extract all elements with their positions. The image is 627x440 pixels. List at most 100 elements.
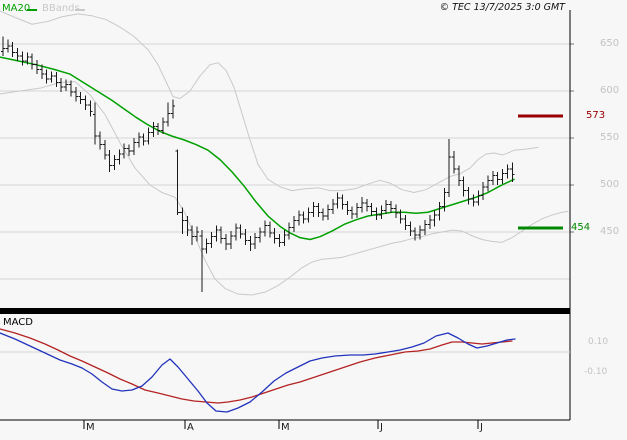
ohlc-bar [29,53,35,70]
resistance-price-label: 573 [586,110,606,121]
ohlc-bar [122,143,127,159]
ohlc-bar [68,80,74,97]
ohlc-bar [219,226,224,244]
ohlc-bar [490,170,495,185]
ohlc-bar [175,149,180,216]
price-tick-label: 450 [600,226,620,237]
ohlc-bar [325,204,331,220]
ohlc-bar [39,64,44,79]
ohlc-bar [223,233,229,250]
ohlc-bar [97,131,103,150]
ohlc-bar [25,52,30,65]
ohlc-bar [320,208,326,221]
month-label: A [187,422,194,433]
macd-pane-title: MACD [3,317,33,328]
ohlc-bar [92,102,98,145]
ohlc-bar [311,201,316,217]
ohlc-bar [5,39,10,53]
ohlc-bar [233,223,238,241]
ohlc-bar [350,206,355,219]
ohlc-bar [383,200,389,215]
price-tick-label: 550 [600,132,620,143]
ohlc-bar [272,228,277,244]
price-tick-label: 650 [600,38,620,49]
ohlc-bar [267,221,272,238]
ohlc-bar [136,132,141,148]
ohlc-bar [340,194,345,210]
ohlc-bar [335,192,340,209]
ohlc-bar [403,215,408,231]
ohlc-bar [49,71,54,83]
ohlc-bar [451,151,457,174]
ohlc-bar [107,150,112,172]
ohlc-bar [345,201,350,216]
ohlc-bar [156,123,161,136]
macd-tick-label: -0.10 [584,367,608,377]
ohlc-bar [485,175,491,192]
timestamp: © TEC 13/7/2025 3:0 GMT [439,2,565,13]
ohlc-bar [316,202,321,217]
ohlc-bar [238,224,243,239]
month-label: J [380,422,383,433]
ohlc-bar [209,232,214,248]
ohlc-bar [73,87,78,102]
ohlc-bar [291,216,297,232]
ohlc-bar [510,162,515,183]
ohlc-bar [417,225,423,240]
ohlc-bar [131,138,137,155]
ohlc-bar [189,225,195,246]
ohlc-bar [282,230,287,247]
ohlc-bar [83,95,88,110]
ohlc-bar [63,79,69,91]
ohlc-bar [427,215,432,230]
ohlc-bar [180,207,185,234]
ohlc-bar [495,171,500,185]
bollinger-lower-line [0,81,569,296]
ohlc-bar [248,235,253,251]
macd-line [0,332,516,413]
ohlc-bar [432,210,437,227]
ohlc-bar [204,238,209,254]
ohlc-bar [471,194,476,207]
legend-bbands-swatch [75,9,85,11]
ohlc-bar [34,60,40,75]
price-tick-label: 600 [600,85,620,96]
ohlc-bar [10,42,15,58]
ohlc-bar [359,197,365,213]
legend-bbands-label: BBands [42,3,80,14]
ohlc-bar [442,187,447,212]
ohlc-bar [480,182,486,200]
ohlc-bar [112,154,117,170]
ohlc-bar [408,221,413,236]
ma20-line [0,56,515,241]
ohlc-bar [398,209,403,224]
ohlc-bar [88,100,93,117]
ohlc-bar [78,91,83,105]
ohlc-bar [437,201,442,221]
ohlc-bar [151,122,156,138]
ohlc-bar [330,199,335,215]
legend-ma20-label: MA20 [2,3,31,14]
ohlc-bar [253,232,258,249]
ohlc-bar [296,210,301,226]
support-price-label: 454 [571,222,591,233]
month-label: J [480,422,483,433]
ohlc-bar [505,164,510,179]
bollinger-upper-line [0,10,539,194]
ohlc-bar [15,47,20,61]
ohlc-bar [0,36,6,57]
ohlc-bar [20,51,25,66]
ohlc-bar [456,165,462,186]
ohlc-bar [301,211,306,224]
ohlc-bar [277,233,282,247]
ohlc-bar [447,138,452,198]
ohlc-bar [500,169,505,185]
legend-ma20-swatch [27,9,37,11]
ohlc-bar [306,207,311,223]
ohlc-bar [228,231,234,249]
ohlc-bar [44,69,49,84]
price-tick-label: 500 [600,179,620,190]
ohlc-bar [199,230,204,293]
ohlc-bar [369,202,374,216]
